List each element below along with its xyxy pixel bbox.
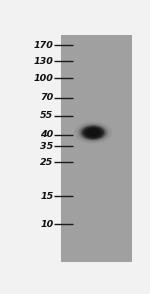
Text: 130: 130 [34, 57, 54, 66]
Text: 40: 40 [40, 130, 54, 139]
Ellipse shape [80, 125, 106, 140]
Text: 10: 10 [40, 220, 54, 229]
Ellipse shape [82, 126, 104, 139]
Text: 170: 170 [34, 41, 54, 50]
Ellipse shape [75, 122, 112, 143]
Text: 70: 70 [40, 93, 54, 102]
Bar [132, 35, 135, 262]
Ellipse shape [87, 129, 99, 136]
Text: 35: 35 [40, 142, 54, 151]
Text: 100: 100 [34, 74, 54, 83]
Text: 15: 15 [40, 191, 54, 201]
Ellipse shape [84, 128, 102, 138]
Ellipse shape [78, 124, 108, 141]
Bar [61, 35, 132, 262]
Text: 55: 55 [40, 111, 54, 120]
Bar [19, 35, 61, 262]
Text: 25: 25 [40, 158, 54, 167]
